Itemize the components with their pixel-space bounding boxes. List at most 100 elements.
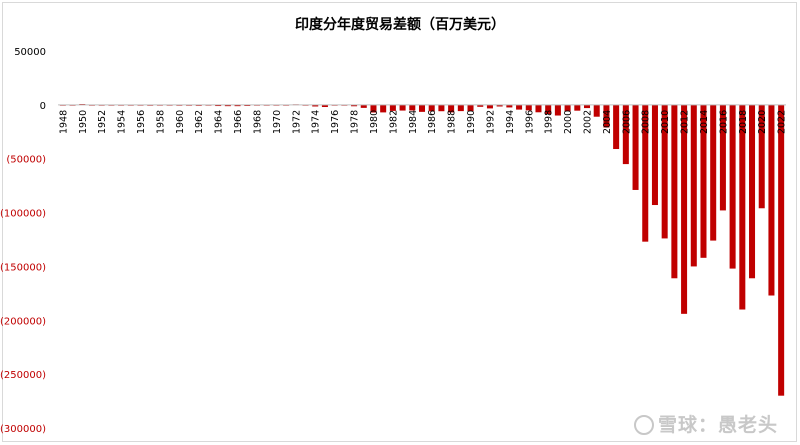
bar-2005 bbox=[613, 104, 620, 150]
y-tick-label: (100000) bbox=[0, 209, 46, 220]
bar-2013 bbox=[690, 104, 697, 267]
bar-2015 bbox=[710, 104, 717, 241]
x-tick-label: 2012 bbox=[680, 110, 691, 134]
bar-2003 bbox=[593, 104, 600, 117]
watermark-text: 雪球：愚老头 bbox=[657, 414, 778, 436]
bar-1966 bbox=[234, 104, 241, 107]
bar-1986 bbox=[428, 104, 435, 112]
bar-2009 bbox=[651, 104, 658, 206]
x-tick-label: 2002 bbox=[583, 110, 594, 134]
y-tick-label: (150000) bbox=[0, 262, 46, 273]
bar-1983 bbox=[399, 104, 406, 111]
x-tick-label: 1960 bbox=[175, 110, 186, 134]
x-tick-label: 2020 bbox=[757, 110, 768, 134]
x-tick-label: 1996 bbox=[524, 110, 535, 134]
x-tick-label: 1990 bbox=[466, 110, 477, 134]
chart-title: 印度分年度贸易差额（百万美元） bbox=[295, 17, 505, 33]
bar-1997 bbox=[535, 104, 542, 113]
x-tick-label: 1992 bbox=[485, 110, 496, 134]
bar-1978 bbox=[351, 104, 358, 107]
bar-1990 bbox=[467, 104, 474, 111]
bar-1985 bbox=[418, 104, 426, 112]
bar-1979 bbox=[360, 104, 367, 108]
bar-1980 bbox=[370, 104, 377, 113]
bar-2006 bbox=[622, 104, 629, 165]
x-tick-label: 1986 bbox=[427, 110, 438, 134]
x-tick-label: 1998 bbox=[544, 110, 555, 134]
bar-1988 bbox=[448, 104, 455, 113]
y-tick-label: (200000) bbox=[0, 316, 46, 327]
x-tick-label: 1950 bbox=[78, 110, 89, 134]
bar-2012 bbox=[681, 104, 688, 314]
bar-1995 bbox=[516, 104, 523, 110]
x-tick-label: 1962 bbox=[194, 110, 205, 134]
x-tick-label: 1980 bbox=[369, 110, 380, 134]
bar-2004 bbox=[603, 104, 610, 128]
bar-2002 bbox=[584, 104, 591, 109]
bar-1999 bbox=[554, 104, 561, 116]
x-tick-label: 1952 bbox=[97, 110, 108, 134]
bar-1964 bbox=[215, 104, 222, 107]
bar-1981 bbox=[380, 104, 387, 113]
x-tick-label: 2018 bbox=[738, 110, 749, 134]
bar-1967 bbox=[244, 104, 251, 106]
bar-2007 bbox=[632, 104, 639, 190]
x-tick-label: 1976 bbox=[330, 110, 341, 134]
x-tick-label: 1978 bbox=[350, 110, 361, 134]
bar-2011 bbox=[671, 104, 678, 279]
y-tick-label: (50000) bbox=[6, 155, 46, 166]
x-tick-label: 1982 bbox=[388, 110, 399, 134]
bar-1998 bbox=[545, 104, 552, 115]
watermark: 雪球：愚老头 bbox=[633, 410, 778, 437]
x-tick-label: 1966 bbox=[233, 110, 244, 134]
bar-1982 bbox=[389, 104, 396, 111]
x-tick-label: 1972 bbox=[291, 110, 302, 134]
bar-1987 bbox=[438, 104, 445, 112]
bar-1992 bbox=[486, 104, 493, 109]
bar-2018 bbox=[739, 104, 746, 310]
x-tick-label: 1948 bbox=[58, 110, 69, 134]
bar-2016 bbox=[719, 104, 726, 211]
x-tick-label: 1958 bbox=[155, 110, 166, 134]
x-tick-label: 2022 bbox=[777, 110, 788, 134]
x-tick-label: 1994 bbox=[505, 110, 516, 134]
x-tick-label: 2010 bbox=[660, 110, 671, 134]
x-tick-label: 1968 bbox=[252, 110, 263, 134]
bar-1993 bbox=[496, 104, 503, 107]
y-tick-label: 50000 bbox=[14, 47, 46, 58]
bar-1975 bbox=[321, 104, 328, 108]
bar-1991 bbox=[477, 104, 484, 107]
y-tick-label: (300000) bbox=[0, 424, 46, 435]
y-tick-label: (250000) bbox=[0, 370, 46, 381]
bar-2021 bbox=[768, 104, 775, 296]
bar-2019 bbox=[749, 104, 756, 279]
snowball-logo-icon bbox=[633, 415, 654, 435]
bar-2001 bbox=[574, 104, 581, 111]
bar-2022 bbox=[778, 104, 785, 396]
bar-2014 bbox=[700, 104, 707, 258]
x-tick-label: 1964 bbox=[214, 110, 225, 134]
x-tick-label: 1970 bbox=[272, 110, 283, 134]
bar-1965 bbox=[224, 104, 231, 107]
y-tick-label: 0 bbox=[40, 101, 46, 112]
y-axis: 50000 0 (50000) (100000) (150000) (200000) (25… bbox=[0, 47, 46, 435]
x-tick-label: 2008 bbox=[641, 110, 652, 134]
x-tick-label: 1956 bbox=[136, 110, 147, 134]
bar-1984 bbox=[409, 104, 416, 111]
x-tick-label: 2000 bbox=[563, 110, 574, 134]
bar-2008 bbox=[642, 104, 649, 242]
x-tick-label: 2004 bbox=[602, 110, 613, 134]
x-tick-label: 1954 bbox=[117, 110, 128, 134]
bars bbox=[59, 104, 785, 396]
x-tick-label: 2014 bbox=[699, 110, 710, 134]
x-tick-label: 2006 bbox=[621, 110, 632, 134]
bar-1989 bbox=[457, 104, 464, 112]
bar-2017 bbox=[729, 104, 736, 269]
x-axis-labels: 1948 1950 1952 1954 1956 1958 1960 1962 1964 1966… bbox=[58, 110, 787, 134]
bar-1994 bbox=[506, 104, 513, 108]
x-tick-label: 1988 bbox=[447, 110, 458, 134]
bar-2020 bbox=[758, 104, 765, 209]
bar-2000 bbox=[564, 104, 571, 112]
